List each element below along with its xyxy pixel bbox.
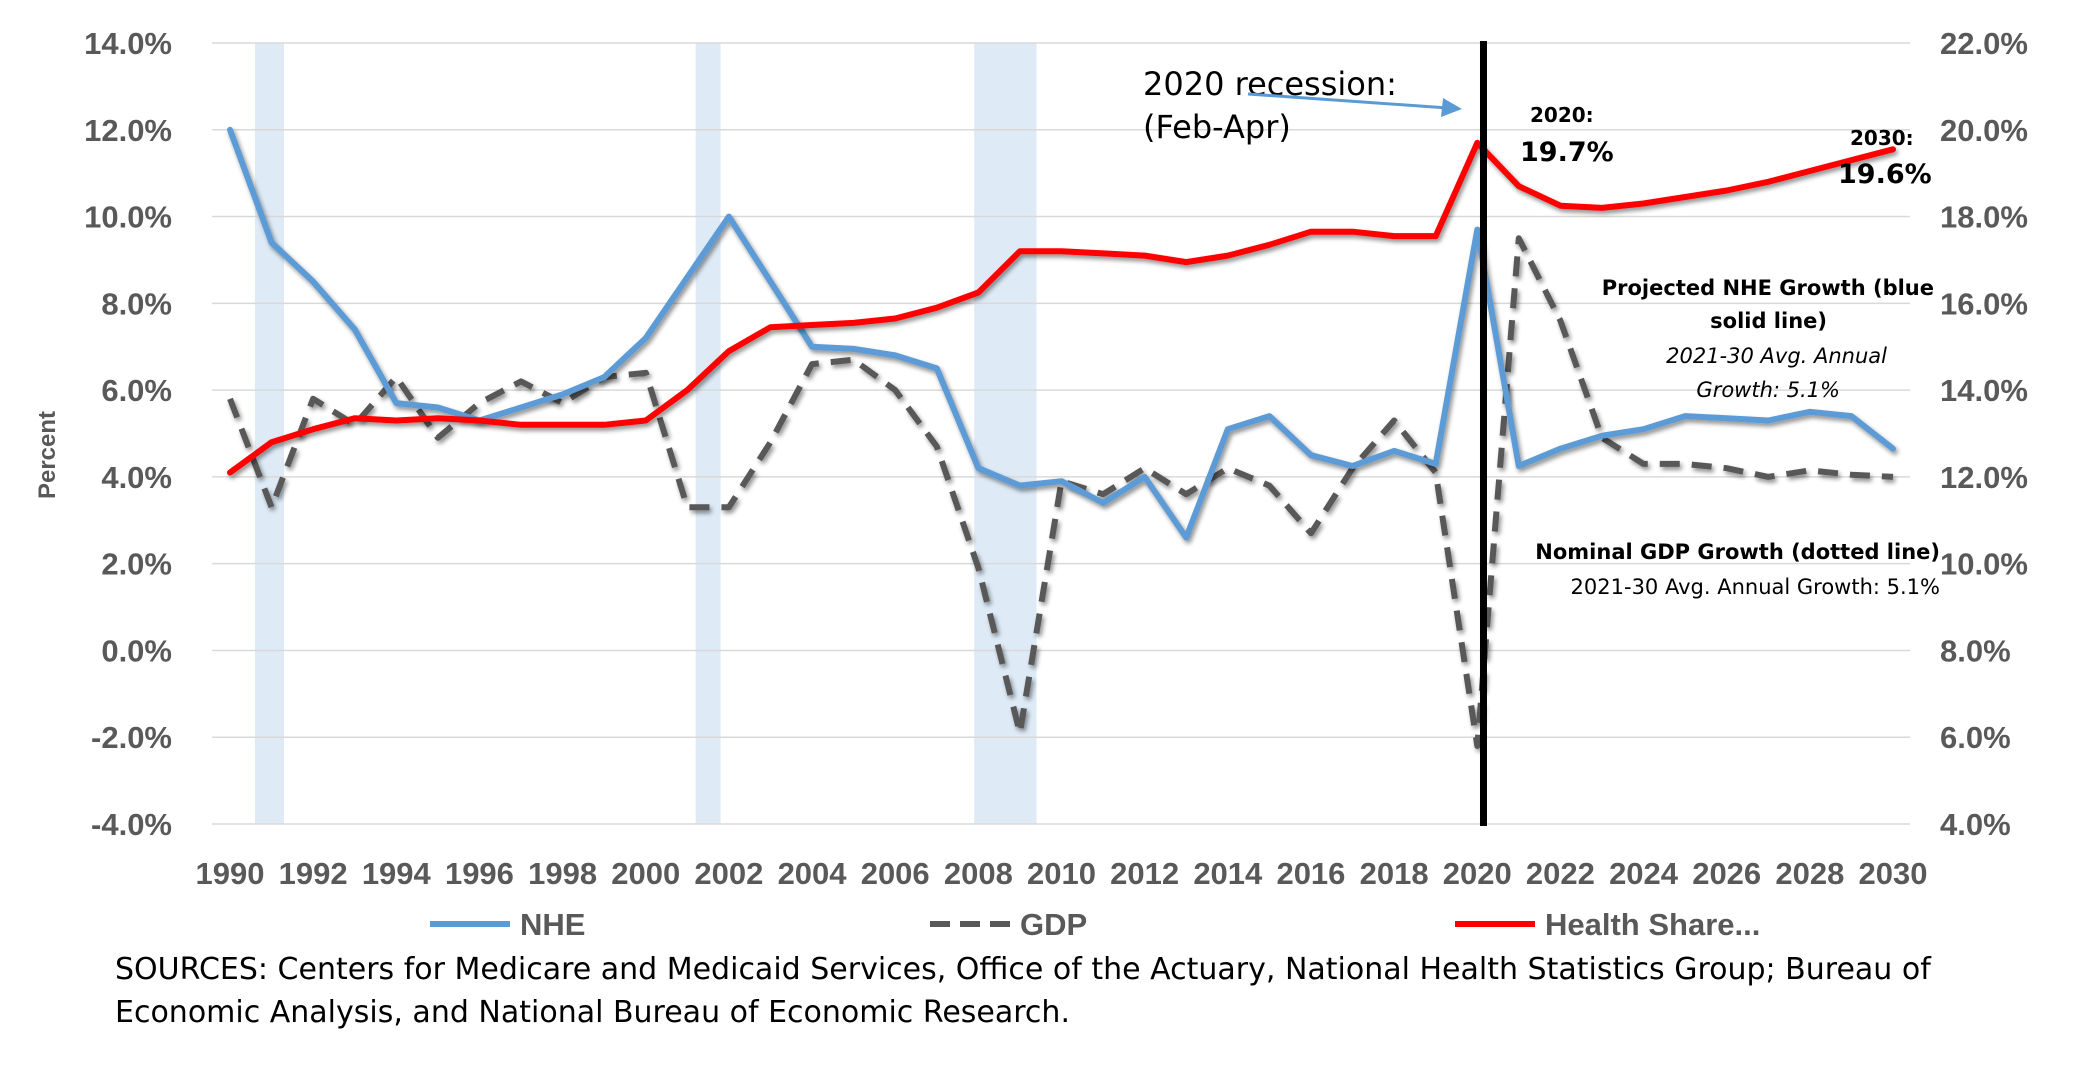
x-tick-label: 2000 bbox=[611, 856, 680, 891]
nhe-note-sub-1: 2021-30 Avg. Annual bbox=[1666, 344, 1887, 368]
y-tick-label: 4.0% bbox=[101, 460, 172, 495]
nhe-note-title-1: Projected NHE Growth (blue bbox=[1602, 276, 1934, 300]
y-tick-label: 14.0% bbox=[84, 26, 172, 61]
x-tick-label: 2022 bbox=[1526, 856, 1595, 891]
y-tick-label: -4.0% bbox=[91, 807, 172, 842]
x-tick-label: 2028 bbox=[1775, 856, 1844, 891]
x-tick-label: 2014 bbox=[1193, 856, 1263, 891]
y2-tick-label: 22.0% bbox=[1940, 26, 2028, 61]
sources-note: SOURCES: Centers for Medicare and Medica… bbox=[115, 948, 2035, 1034]
y2-tick-label: 20.0% bbox=[1940, 113, 2028, 148]
y2-tick-label: 12.0% bbox=[1940, 460, 2028, 495]
x-tick-label: 2010 bbox=[1027, 856, 1096, 891]
x-tick-label: 2002 bbox=[694, 856, 763, 891]
y-tick-label: 0.0% bbox=[101, 633, 172, 668]
y-tick-label: 12.0% bbox=[84, 113, 172, 148]
label-2020-year: 2020: bbox=[1530, 103, 1594, 127]
y-axis-title: Percent bbox=[34, 411, 61, 499]
sources-line-1: SOURCES: Centers for Medicare and Medica… bbox=[115, 952, 1931, 987]
recession-annotation-months: (Feb-Apr) bbox=[1143, 108, 1291, 146]
legend: NHE GDP Health Share... bbox=[430, 907, 1760, 942]
x-tick-label: 2004 bbox=[778, 856, 848, 891]
recession-band bbox=[254, 43, 285, 824]
y-tick-label: 8.0% bbox=[101, 286, 172, 321]
y-tick-label: -2.0% bbox=[91, 720, 172, 755]
x-tick-label: 1996 bbox=[445, 856, 514, 891]
x-tick-label: 2006 bbox=[861, 856, 930, 891]
series-line-gdp bbox=[227, 235, 1894, 749]
y2-tick-label: 14.0% bbox=[1940, 373, 2028, 408]
x-tick-label: 2016 bbox=[1276, 856, 1345, 891]
legend-label: Health Share... bbox=[1545, 907, 1760, 942]
y2-tick-label: 18.0% bbox=[1940, 200, 2028, 235]
x-tick-label: 2018 bbox=[1360, 856, 1429, 891]
label-2030-value: 19.6% bbox=[1838, 159, 1932, 190]
recession-arrowhead-icon bbox=[1441, 98, 1462, 117]
y2-tick-label: 16.0% bbox=[1940, 286, 2028, 321]
series-line-nhe bbox=[227, 126, 1896, 541]
sources-line-2: Economic Analysis, and National Bureau o… bbox=[115, 995, 1070, 1030]
x-tick-label: 1990 bbox=[196, 856, 265, 891]
nhe-note-title-2: solid line) bbox=[1710, 309, 1827, 333]
recession-band bbox=[695, 43, 721, 824]
x-tick-label: 1998 bbox=[528, 856, 597, 891]
nhe-note-sub-2: Growth: 5.1% bbox=[1696, 378, 1840, 402]
x-tick-label: 1994 bbox=[362, 856, 432, 891]
x-tick-label: 2030 bbox=[1859, 856, 1928, 891]
y2-tick-label: 4.0% bbox=[1940, 807, 2011, 842]
x-tick-label: 2012 bbox=[1110, 856, 1179, 891]
legend-label: GDP bbox=[1020, 907, 1087, 942]
y2-tick-label: 6.0% bbox=[1940, 720, 2011, 755]
y2-tick-label: 8.0% bbox=[1940, 633, 2011, 668]
recession-arrow bbox=[1247, 92, 1449, 110]
x-tick-label: 2008 bbox=[944, 856, 1013, 891]
label-2020-value: 19.7% bbox=[1520, 137, 1614, 168]
y-tick-label: 6.0% bbox=[101, 373, 172, 408]
x-tick-label: 2020 bbox=[1443, 856, 1512, 891]
recession-band bbox=[974, 43, 1037, 824]
x-tick-label: 2026 bbox=[1692, 856, 1761, 891]
gdp-note-title: Nominal GDP Growth (dotted line) bbox=[1535, 540, 1940, 564]
y-tick-label: 10.0% bbox=[84, 200, 172, 235]
x-tick-label: 1992 bbox=[279, 856, 348, 891]
gdp-note-sub: 2021-30 Avg. Annual Growth: 5.1% bbox=[1571, 575, 1940, 599]
y2-tick-label: 10.0% bbox=[1940, 547, 2028, 582]
y-tick-label: 2.0% bbox=[101, 547, 172, 582]
series-line-health-share bbox=[227, 139, 1896, 476]
recession-annotation-title: 2020 recession: bbox=[1143, 65, 1397, 103]
label-2030-year: 2030: bbox=[1850, 126, 1914, 150]
x-tick-label: 2024 bbox=[1609, 856, 1679, 891]
legend-label: NHE bbox=[520, 907, 585, 942]
